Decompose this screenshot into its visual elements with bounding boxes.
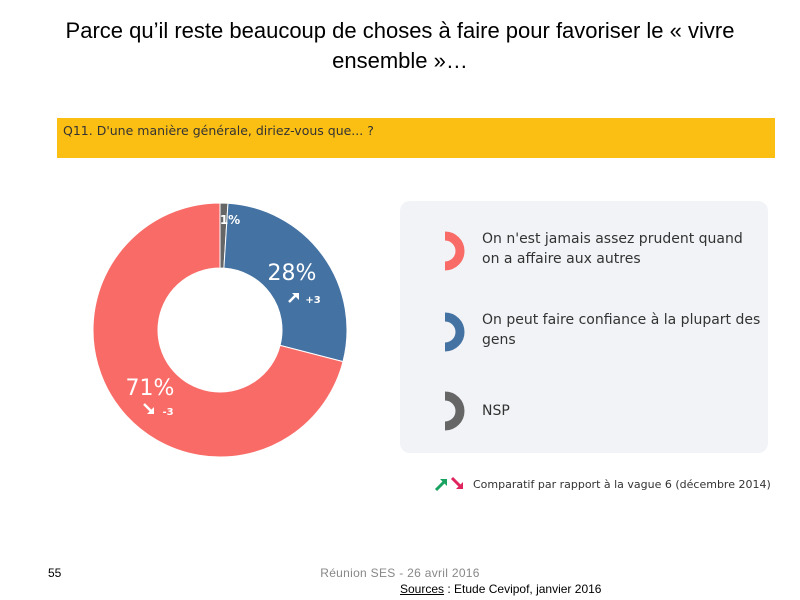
legend-box: On n'est jamais assez prudent quand on a… bbox=[400, 201, 768, 453]
trend-arrows-icon bbox=[434, 476, 464, 492]
legend-item-prudent: On n'est jamais assez prudent quand on a… bbox=[433, 229, 762, 273]
slide-title: Parce qu’il reste beaucoup de choses à f… bbox=[65, 18, 735, 73]
value-label-confiance: 28% bbox=[268, 261, 317, 286]
value-label-nsp: 1% bbox=[220, 213, 240, 227]
change-label-prudent: -3 bbox=[162, 407, 173, 418]
legend-label-nsp: NSP bbox=[482, 403, 510, 419]
comparison-note: Comparatif par rapport à la vague 6 (déc… bbox=[433, 475, 771, 493]
donut-chart: 71% -3 28% +3 1% bbox=[92, 202, 348, 458]
comparison-note-text: Comparatif par rapport à la vague 6 (déc… bbox=[473, 477, 771, 491]
down-arrow-icon bbox=[143, 403, 154, 414]
legend-label-prudent: On n'est jamais assez prudent quand on a… bbox=[482, 231, 743, 267]
source-line: Sources : Etude Cevipof, janvier 2016 bbox=[400, 582, 601, 596]
legend-item-nsp: NSP bbox=[433, 389, 762, 433]
source-label: Sources bbox=[400, 582, 445, 596]
slice-prudent bbox=[92, 202, 344, 458]
legend-label-confiance: On peut faire confiance à la plupart des… bbox=[482, 312, 761, 348]
change-label-confiance: +3 bbox=[305, 295, 320, 306]
question-banner: Q11. D'une manière générale, diriez-vous… bbox=[57, 118, 775, 158]
blue-arc-icon bbox=[444, 312, 465, 352]
red-arc-icon bbox=[444, 231, 465, 271]
legend-item-confiance: On peut faire confiance à la plupart des… bbox=[433, 310, 762, 354]
slice-confiance bbox=[223, 202, 348, 363]
page-number: 55 bbox=[48, 566, 62, 580]
source-text: : Etude Cevipof, janvier 2016 bbox=[444, 582, 602, 596]
question-text: Q11. D'une manière générale, diriez-vous… bbox=[63, 123, 374, 138]
footer-meeting: Réunion SES - 26 avril 2016 bbox=[320, 566, 480, 580]
gray-arc-icon bbox=[444, 391, 465, 431]
up-arrow-icon bbox=[288, 293, 299, 303]
value-label-prudent: 71% bbox=[126, 376, 175, 401]
